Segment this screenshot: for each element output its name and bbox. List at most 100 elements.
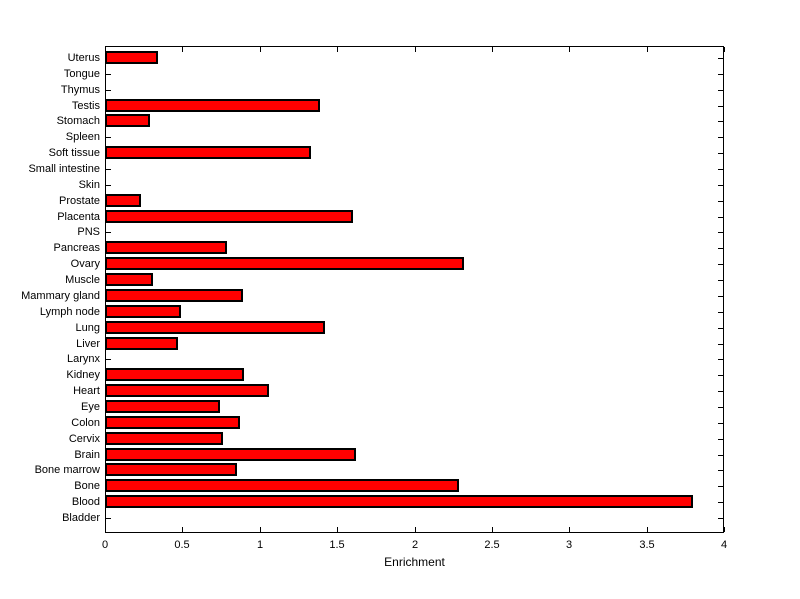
x-axis-tick-label: 3 bbox=[565, 539, 573, 551]
y-axis-category-label: PNS bbox=[77, 226, 100, 239]
bar bbox=[105, 479, 459, 493]
y-axis-tick-right bbox=[718, 200, 723, 202]
x-axis-tick-label: 1.5 bbox=[329, 539, 345, 551]
y-axis-category-label: Bone marrow bbox=[34, 464, 100, 477]
x-axis-tick-label: 4 bbox=[720, 539, 728, 551]
x-axis-tick-top bbox=[492, 47, 493, 52]
y-axis-tick-right bbox=[718, 406, 723, 408]
x-axis-tick-bottom bbox=[647, 527, 648, 532]
y-axis-tick-right bbox=[718, 502, 723, 504]
y-axis-category-label: Ovary bbox=[70, 258, 100, 271]
bar bbox=[105, 320, 325, 334]
y-axis-category-label: Skin bbox=[78, 178, 100, 191]
y-axis-tick-right bbox=[718, 216, 723, 218]
bar bbox=[105, 336, 178, 350]
y-axis-category-label: Testis bbox=[71, 99, 100, 112]
y-axis-tick-right bbox=[718, 121, 723, 123]
y-axis-category-label: Lung bbox=[75, 321, 100, 334]
y-axis-tick-right bbox=[718, 422, 723, 424]
bar bbox=[105, 98, 320, 112]
x-axis-tick-label: 2.5 bbox=[484, 539, 500, 551]
y-axis-tick-left bbox=[106, 73, 111, 75]
bar bbox=[105, 399, 220, 413]
y-axis-tick-left bbox=[106, 184, 111, 186]
y-axis-category-label: Spleen bbox=[65, 131, 100, 144]
y-axis-tick-right bbox=[718, 89, 723, 91]
y-axis-tick-left bbox=[106, 359, 111, 361]
x-axis-label: Enrichment bbox=[384, 555, 445, 569]
x-axis-tick-bottom bbox=[492, 527, 493, 532]
y-axis-tick-right bbox=[718, 264, 723, 266]
y-axis-category-label: Bladder bbox=[62, 512, 100, 524]
x-axis-tick-label: 1 bbox=[256, 539, 264, 551]
y-axis-tick-right bbox=[718, 391, 723, 393]
bar bbox=[105, 193, 141, 207]
y-axis-category-label: Kidney bbox=[66, 369, 100, 382]
bar bbox=[105, 257, 464, 271]
x-axis-tick-label: 0.5 bbox=[174, 539, 190, 551]
y-axis-tick-right bbox=[718, 311, 723, 313]
bar bbox=[105, 463, 237, 477]
x-axis-tick-bottom bbox=[182, 527, 183, 532]
y-axis-tick-right bbox=[718, 375, 723, 377]
y-axis-tick-right bbox=[718, 438, 723, 440]
y-axis-tick-right bbox=[718, 73, 723, 75]
y-axis-tick-right bbox=[718, 169, 723, 171]
y-axis-category-label: Placenta bbox=[57, 210, 100, 223]
x-axis-tick-top bbox=[182, 47, 183, 52]
bar bbox=[105, 415, 240, 429]
y-axis-tick-right bbox=[718, 58, 723, 59]
x-axis-tick-top bbox=[415, 47, 416, 52]
y-axis-tick-left bbox=[106, 137, 111, 139]
x-axis-tick-top bbox=[105, 47, 106, 52]
x-axis-tick-top bbox=[647, 47, 648, 52]
y-axis-tick-right bbox=[718, 470, 723, 472]
y-axis-tick-right bbox=[718, 248, 723, 250]
y-axis-category-label: Pancreas bbox=[53, 242, 100, 255]
y-axis-category-label: Prostate bbox=[59, 194, 100, 207]
y-axis-tick-left bbox=[106, 518, 111, 519]
x-axis-tick-label: 0 bbox=[101, 539, 109, 551]
y-axis-tick-right bbox=[718, 280, 723, 282]
y-axis-category-label: Liver bbox=[76, 337, 100, 350]
bar bbox=[105, 146, 311, 160]
y-axis-tick-right bbox=[718, 295, 723, 297]
x-axis-tick-bottom bbox=[260, 527, 261, 532]
y-axis-tick-right bbox=[718, 359, 723, 361]
bar bbox=[105, 273, 153, 287]
y-axis-category-label: Heart bbox=[73, 385, 100, 398]
x-axis-tick-bottom bbox=[337, 527, 338, 532]
x-axis-tick-bottom bbox=[724, 527, 725, 532]
y-axis-category-label: Blood bbox=[71, 496, 100, 509]
y-axis-tick-right bbox=[718, 486, 723, 488]
bar bbox=[105, 495, 693, 509]
y-axis-tick-left bbox=[106, 89, 111, 91]
x-axis-tick-top bbox=[337, 47, 338, 52]
bar bbox=[105, 51, 158, 64]
bar bbox=[105, 114, 150, 128]
x-axis-tick-bottom bbox=[105, 527, 106, 532]
y-axis-category-label: Cervix bbox=[68, 432, 100, 445]
y-axis-category-label: Mammary gland bbox=[21, 289, 100, 302]
y-axis-tick-right bbox=[718, 153, 723, 155]
y-axis-tick-left bbox=[106, 169, 111, 171]
y-axis-tick-right bbox=[718, 184, 723, 186]
y-axis-tick-right bbox=[718, 232, 723, 234]
y-axis-category-label: Uterus bbox=[67, 52, 100, 64]
y-axis-category-label: Lymph node bbox=[39, 305, 100, 318]
y-axis-category-label: Colon bbox=[71, 416, 100, 429]
y-axis-category-label: Small intestine bbox=[28, 163, 100, 176]
bar bbox=[105, 368, 244, 382]
y-axis-category-label: Brain bbox=[74, 448, 100, 461]
y-axis-category-label: Bone bbox=[74, 480, 100, 493]
x-axis-tick-top bbox=[724, 47, 725, 52]
bar bbox=[105, 431, 223, 445]
x-axis-tick-label: 2 bbox=[411, 539, 419, 551]
y-axis-tick-right bbox=[718, 105, 723, 107]
x-axis-tick-top bbox=[260, 47, 261, 52]
y-axis-tick-right bbox=[718, 327, 723, 329]
y-axis-category-label: Muscle bbox=[65, 274, 100, 287]
y-axis-tick-right bbox=[718, 454, 723, 456]
